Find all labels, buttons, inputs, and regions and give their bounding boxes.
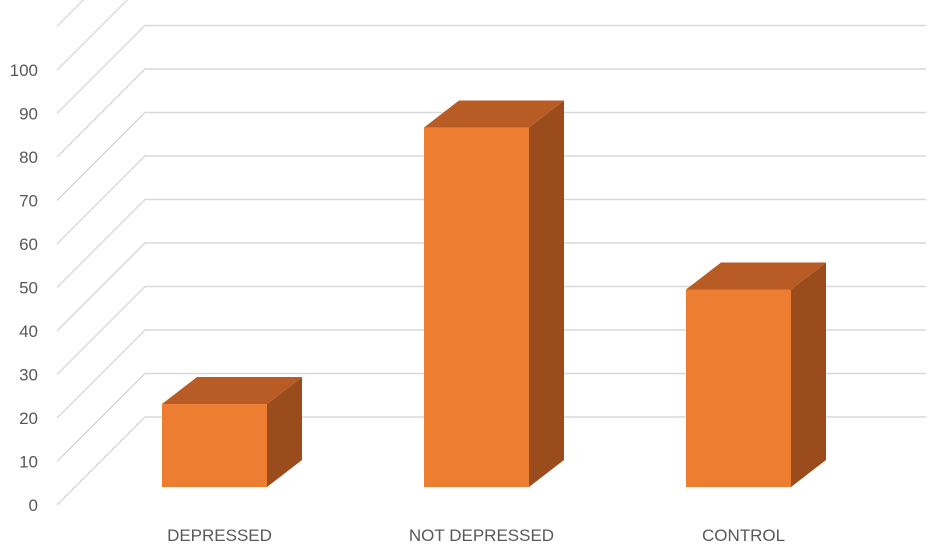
gridline [56, 0, 128, 71]
y-axis-tick-labels: 0 10 20 30 40 50 60 70 80 90 100 [10, 61, 38, 515]
grid-lines [56, 0, 926, 506]
gridline [56, 0, 85, 27]
gridline [56, 198, 926, 288]
bar-side [529, 100, 564, 488]
bars [162, 100, 826, 488]
bar-top [162, 377, 302, 405]
bar-side [267, 377, 302, 487]
gridline [56, 285, 926, 375]
y-tick-label: 60 [19, 235, 38, 254]
x-category-label: NOT DEPRESSED [409, 526, 554, 545]
y-tick-label: 90 [19, 105, 38, 124]
bar-top [686, 262, 826, 290]
y-tick-label: 40 [19, 322, 38, 341]
bar-front [424, 127, 529, 488]
gridline [56, 416, 926, 506]
y-tick-label: 20 [19, 409, 38, 428]
y-tick-label: 100 [10, 61, 38, 80]
x-category-label: CONTROL [702, 526, 785, 545]
y-tick-label: 50 [19, 279, 38, 298]
y-tick-label: 10 [19, 453, 38, 472]
x-axis-category-labels: DEPRESSED NOT DEPRESSED CONTROL [167, 526, 785, 545]
gridline [56, 242, 926, 332]
bar [424, 100, 564, 488]
gridline [56, 155, 926, 245]
gridline [56, 24, 926, 114]
y-tick-label: 80 [19, 148, 38, 167]
y-tick-label: 30 [19, 366, 38, 385]
bar-front [162, 404, 267, 487]
bar [686, 262, 826, 487]
bar-front [686, 289, 791, 487]
bar-top [424, 100, 564, 128]
gridline [56, 111, 926, 201]
y-tick-label: 70 [19, 192, 38, 211]
bar [162, 377, 302, 487]
gridline [56, 329, 926, 419]
gridline [56, 68, 926, 158]
x-category-label: DEPRESSED [167, 526, 272, 545]
bar-side [791, 262, 826, 487]
gridline [56, 372, 926, 462]
y-tick-label: 0 [29, 496, 38, 515]
